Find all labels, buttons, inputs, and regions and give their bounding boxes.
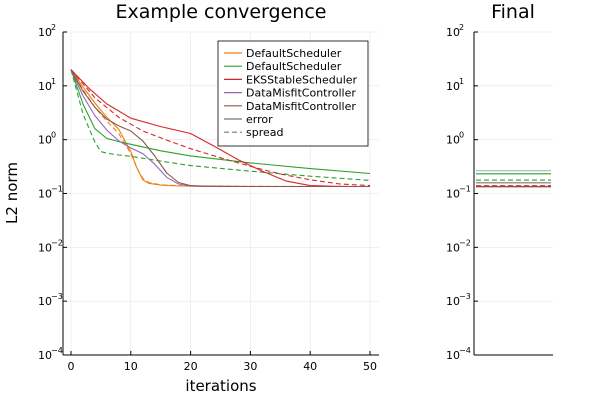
series-line-8 [70,69,370,188]
series-line-4 [70,69,371,181]
convergence-y-tick-label: 10 [38,295,52,308]
convergence-y-tick-exponent: −4 [51,346,63,355]
legend-entry-label: DataMisfitController [246,100,356,113]
final-y-tick-exponent: −2 [459,238,471,247]
convergence-x-tick-label: 20 [184,360,198,373]
series-line-6 [70,69,371,187]
final-y-tick-exponent: 2 [459,23,464,32]
final-y-tick-exponent: 1 [459,77,464,86]
convergence-y-tick-exponent: 0 [51,131,56,140]
final-y-tick-label: 10 [446,134,460,147]
convergence-x-tick-label: 50 [363,360,377,373]
convergence-x-tick-label: 10 [124,360,138,373]
final-y-tick-label: 10 [446,241,460,254]
legend-entry-label: DefaultScheduler [246,60,342,73]
legend-entry-label: spread [246,126,284,139]
convergence-x-tick-label: 40 [303,360,317,373]
final-y-tick-label: 10 [446,349,460,362]
series-line-3 [70,69,371,175]
convergence-y-tick-label: 10 [38,188,52,201]
legend-box [217,40,369,147]
convergence-y-tick-label: 10 [38,134,52,147]
final-y-tick-exponent: 0 [459,131,464,140]
final-levels [476,170,551,188]
convergence-y-tick-label: 10 [38,80,52,93]
convergence-y-tick-exponent: −2 [51,238,63,247]
legend-entry-label: DefaultScheduler [246,47,342,60]
convergence-x-ticks: 0 10 20 30 40 50 [68,351,377,373]
legend-entry-label: DataMisfitController [246,87,356,100]
final-y-tick-label: 10 [446,80,460,93]
final-y-tick-label: 10 [446,26,460,39]
convergence-y-tick-label: 10 [38,26,52,39]
convergence-y-tick-exponent: −1 [51,185,63,194]
final-title: Final [491,1,535,23]
convergence-y-tick-label: 10 [38,349,52,362]
final-y-tick-exponent: −4 [459,346,471,355]
final-y-tick-label: 10 [446,295,460,308]
legend: DefaultSchedulerDefaultSchedulerEKSStabl… [217,40,369,147]
convergence-y-label: L2 norm [3,162,21,224]
legend-items: DefaultSchedulerDefaultSchedulerEKSStabl… [224,47,358,139]
final-y-tick-label: 10 [446,188,460,201]
final-y-tick-exponent: −1 [459,185,471,194]
convergence-series [70,69,371,188]
convergence-x-tick-label: 30 [243,360,257,373]
final-y-tick-exponent: −3 [459,292,471,301]
legend-entry-label: EKSStableScheduler [246,73,358,86]
convergence-title: Example convergence [116,1,327,23]
convergence-x-label: iterations [185,377,256,395]
convergence-y-tick-exponent: 2 [51,23,56,32]
convergence-x-tick-label: 0 [68,360,75,373]
convergence-y-tick-label: 10 [38,241,52,254]
legend-entry-label: error [246,113,273,126]
convergence-y-tick-exponent: −3 [51,292,63,301]
convergence-y-tick-exponent: 1 [51,77,56,86]
